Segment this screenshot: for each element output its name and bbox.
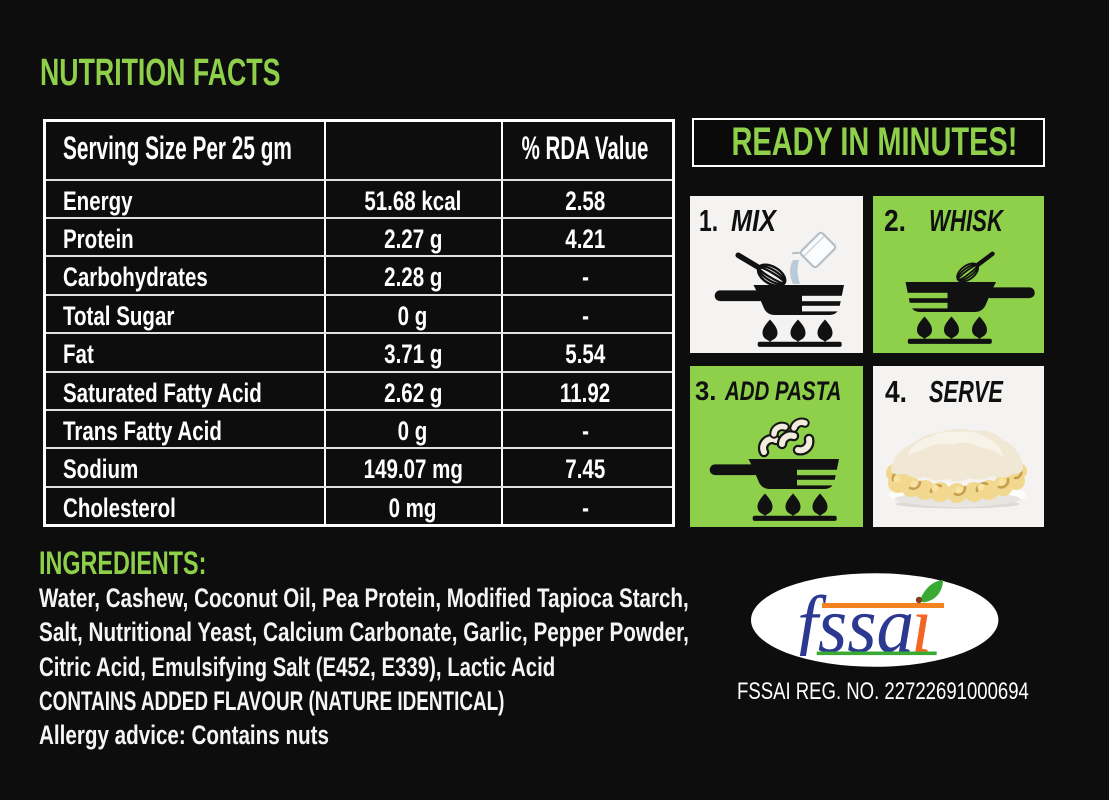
svg-text:fssa: fssa <box>797 579 914 669</box>
